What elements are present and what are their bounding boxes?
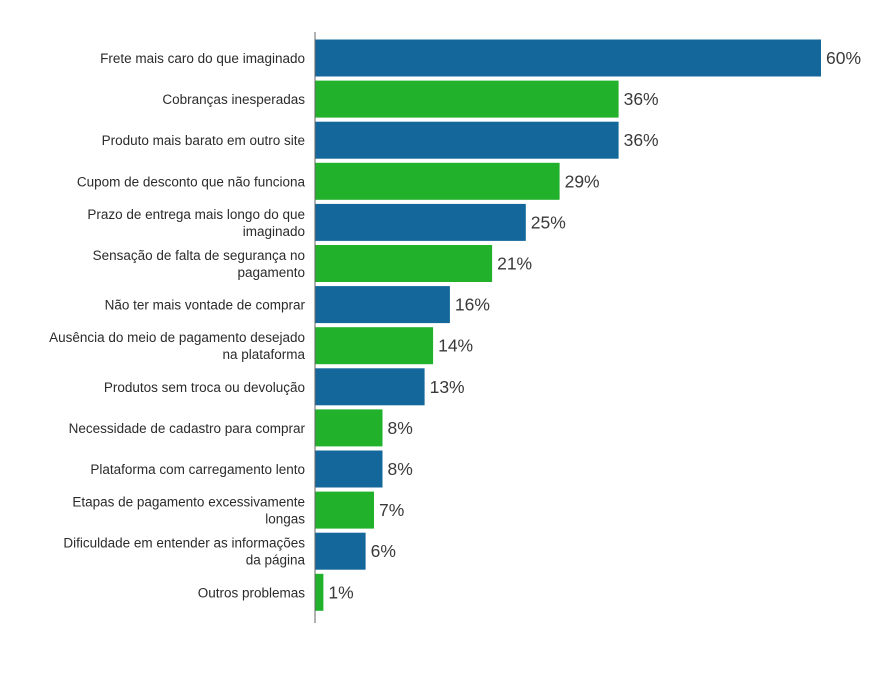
- category-label-8: Produtos sem troca ou devolução: [104, 380, 305, 395]
- category-label-2: Produto mais barato em outro site: [102, 133, 305, 148]
- category-label-line: Plataforma com carregamento lento: [90, 462, 305, 477]
- category-label-line: imaginado: [243, 224, 305, 239]
- bar-5: [315, 245, 493, 282]
- value-label-1: 36%: [624, 89, 659, 109]
- category-label-line: pagamento: [237, 265, 305, 280]
- value-labels-layer: 60% 36% 36% 29% 25% 21% 16% 14% 13% 8% 8% 7% 6% 1%: [328, 48, 861, 602]
- category-label-line: Dificuldade em entender as informações: [63, 536, 305, 551]
- category-label-line: Cupom de desconto que não funciona: [77, 174, 306, 189]
- value-label-7: 14%: [438, 336, 473, 356]
- bar-8: [315, 368, 425, 406]
- category-label-11: Etapas de pagamento excessivamente longas: [72, 495, 305, 527]
- bar-6: [315, 286, 450, 324]
- value-label-4: 25%: [531, 212, 566, 232]
- value-label-8: 13%: [430, 377, 465, 397]
- value-label-5: 21%: [497, 254, 532, 274]
- category-label-line: longas: [265, 512, 305, 527]
- category-label-7: Ausência do meio de pagamento desejado na…: [49, 330, 305, 362]
- category-label-9: Necessidade de cadastro para comprar: [69, 421, 306, 436]
- value-label-10: 8%: [388, 459, 413, 479]
- bar-3: [315, 162, 560, 200]
- bar-9: [315, 409, 383, 447]
- category-label-3: Cupom de desconto que não funciona: [77, 174, 306, 189]
- category-label-line: Produto mais barato em outro site: [102, 133, 305, 148]
- category-label-line: Etapas de pagamento excessivamente: [72, 495, 305, 510]
- value-label-12: 6%: [371, 541, 396, 561]
- category-label-5: Sensação de falta de segurança no pagamen…: [93, 248, 305, 280]
- category-label-10: Plataforma com carregamento lento: [90, 462, 305, 477]
- category-label-line: da página: [246, 553, 306, 568]
- bar-10: [315, 450, 383, 488]
- value-label-0: 60%: [826, 48, 861, 68]
- category-label-line: Produtos sem troca ou devolução: [104, 380, 305, 395]
- bar-12: [315, 532, 366, 570]
- value-label-11: 7%: [379, 500, 404, 520]
- value-label-6: 16%: [455, 295, 490, 315]
- bar-0: [315, 39, 821, 77]
- category-label-line: Necessidade de cadastro para comprar: [69, 421, 306, 436]
- bar-13: [315, 573, 324, 611]
- value-label-3: 29%: [565, 171, 600, 191]
- category-label-line: Outros problemas: [198, 585, 306, 600]
- category-label-4: Prazo de entrega mais longo do que imagin…: [87, 207, 305, 239]
- category-label-line: Ausência do meio de pagamento desejado: [49, 330, 305, 345]
- bar-11: [315, 491, 374, 529]
- bar-2: [315, 121, 619, 159]
- bar-1: [315, 80, 619, 118]
- value-label-2: 36%: [624, 130, 659, 150]
- value-label-13: 1%: [328, 582, 353, 602]
- category-label-6: Não ter mais vontade de comprar: [105, 298, 306, 313]
- bars-layer: [315, 39, 821, 611]
- category-label-line: Frete mais caro do que imaginado: [100, 51, 305, 66]
- bar-4: [315, 203, 526, 241]
- category-label-12: Dificuldade em entender as informações da…: [63, 536, 305, 568]
- category-label-13: Outros problemas: [198, 585, 306, 600]
- category-label-0: Frete mais caro do que imaginado: [100, 51, 305, 66]
- category-labels-layer: Frete mais caro do que imaginado Cobrança…: [49, 51, 305, 600]
- category-label-line: Prazo de entrega mais longo do que: [87, 207, 305, 222]
- category-label-line: Sensação de falta de segurança no: [93, 248, 305, 263]
- category-label-line: Não ter mais vontade de comprar: [105, 298, 306, 313]
- category-label-line: na plataforma: [222, 347, 305, 362]
- category-label-line: Cobranças inesperadas: [162, 92, 305, 107]
- value-label-9: 8%: [388, 418, 413, 438]
- category-label-1: Cobranças inesperadas: [162, 92, 305, 107]
- bar-7: [315, 327, 434, 365]
